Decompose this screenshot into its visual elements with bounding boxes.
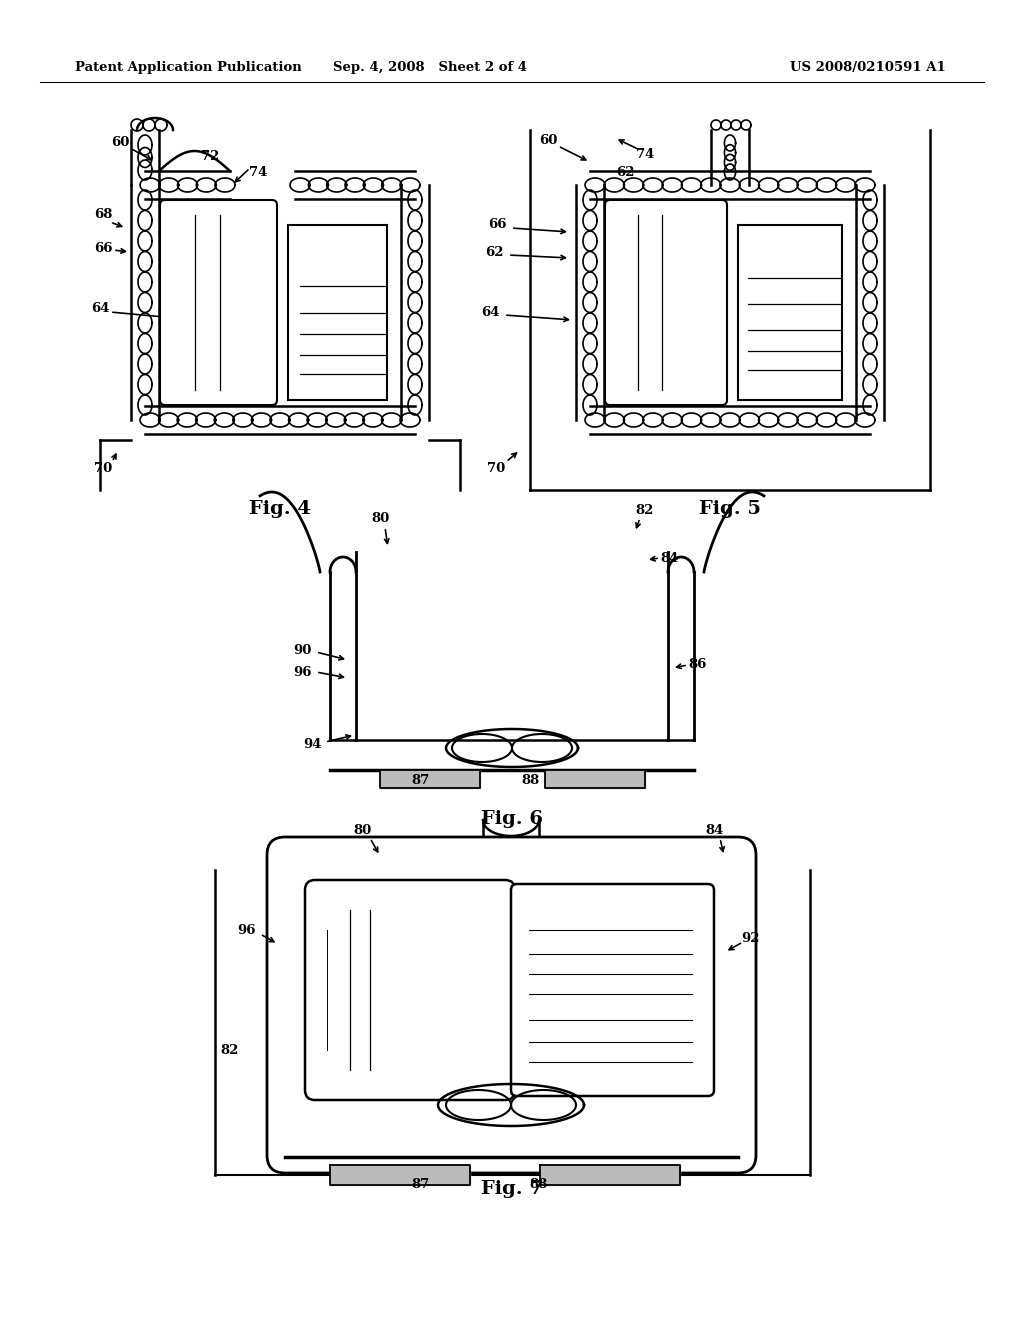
FancyBboxPatch shape bbox=[305, 880, 515, 1100]
Text: Fig. 4: Fig. 4 bbox=[249, 500, 311, 517]
Text: 84: 84 bbox=[660, 552, 679, 565]
Text: 66: 66 bbox=[94, 242, 113, 255]
Polygon shape bbox=[380, 770, 480, 788]
Text: Fig. 7: Fig. 7 bbox=[481, 1180, 543, 1199]
Text: 94: 94 bbox=[304, 738, 323, 751]
Text: 72: 72 bbox=[201, 150, 219, 164]
Text: 80: 80 bbox=[371, 511, 389, 524]
FancyBboxPatch shape bbox=[160, 201, 278, 405]
Text: 82: 82 bbox=[636, 503, 654, 516]
FancyBboxPatch shape bbox=[288, 224, 387, 400]
Text: 96: 96 bbox=[293, 665, 311, 678]
Text: 82: 82 bbox=[221, 1044, 240, 1056]
Text: 74: 74 bbox=[249, 166, 267, 180]
Text: 66: 66 bbox=[487, 219, 506, 231]
Text: 87: 87 bbox=[411, 774, 429, 787]
Text: 70: 70 bbox=[94, 462, 112, 474]
Text: US 2008/0210591 A1: US 2008/0210591 A1 bbox=[790, 62, 946, 74]
Text: 88: 88 bbox=[521, 774, 539, 787]
Text: 84: 84 bbox=[706, 824, 724, 837]
Text: Fig. 6: Fig. 6 bbox=[481, 810, 543, 828]
Polygon shape bbox=[545, 770, 645, 788]
FancyBboxPatch shape bbox=[511, 884, 714, 1096]
Text: 62: 62 bbox=[615, 165, 634, 178]
Text: 86: 86 bbox=[689, 659, 708, 672]
Text: 80: 80 bbox=[353, 824, 371, 837]
Text: 68: 68 bbox=[94, 209, 113, 222]
Text: 60: 60 bbox=[111, 136, 129, 149]
Text: Sep. 4, 2008   Sheet 2 of 4: Sep. 4, 2008 Sheet 2 of 4 bbox=[333, 62, 527, 74]
Polygon shape bbox=[540, 1166, 680, 1185]
Text: 70: 70 bbox=[486, 462, 505, 474]
Text: 96: 96 bbox=[238, 924, 256, 936]
Text: 90: 90 bbox=[293, 644, 311, 656]
FancyBboxPatch shape bbox=[738, 224, 842, 400]
Text: Fig. 5: Fig. 5 bbox=[699, 500, 761, 517]
Text: 62: 62 bbox=[484, 247, 503, 260]
Text: 64: 64 bbox=[480, 305, 500, 318]
Text: 88: 88 bbox=[528, 1179, 547, 1192]
FancyBboxPatch shape bbox=[605, 201, 727, 405]
Polygon shape bbox=[330, 1166, 470, 1185]
Text: 74: 74 bbox=[636, 149, 654, 161]
Text: 92: 92 bbox=[740, 932, 759, 945]
Text: 64: 64 bbox=[91, 301, 110, 314]
Text: 87: 87 bbox=[411, 1179, 429, 1192]
Text: 60: 60 bbox=[539, 133, 557, 147]
FancyBboxPatch shape bbox=[267, 837, 756, 1173]
Text: Patent Application Publication: Patent Application Publication bbox=[75, 62, 302, 74]
